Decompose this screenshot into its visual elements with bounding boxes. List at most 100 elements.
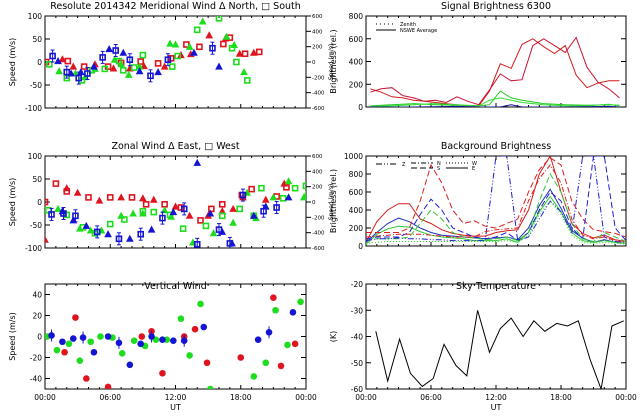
data-point [197,300,204,308]
data-point-triangle [185,42,194,50]
data-point [272,306,279,314]
data-point-triangle [139,209,147,217]
data-point [97,333,104,340]
data-point-square [139,51,147,59]
data-point-triangle [249,48,258,56]
x-tick-label: 18:00 [550,393,572,402]
y2-tick-label: 200 [312,185,323,191]
y-tick-label: 1000 [344,152,363,161]
data-point-square [279,195,287,202]
series-line-S-green [366,172,626,243]
x-tick-label: 06:00 [420,393,442,402]
data-point-square [174,52,181,60]
data-point-square [106,194,114,201]
y2-tick-label: 0 [312,60,316,66]
data-point-square [46,60,53,68]
data-point-square [106,220,114,228]
data-point-square [64,57,72,65]
plot-area [45,16,263,85]
data-point-triangle [55,67,63,75]
y2-tick-label: -200 [312,75,325,81]
y2-tick-label: 400 [312,29,323,35]
chart-title: Background Brightness [441,141,551,152]
data-point-triangle [124,70,133,78]
data-point-triangle [160,62,169,70]
data-point-square [241,50,249,58]
y2-axis-label: Speed (m/s) [328,184,335,220]
data-point [104,383,112,389]
data-point-square [218,212,226,220]
data-point [250,373,258,380]
data-point-square [52,180,60,187]
data-point-triangle [205,31,214,39]
x-tick-label: 00:00 [34,393,56,402]
data-point-triangle [117,193,125,201]
data-point [138,333,146,340]
data-point [200,323,208,331]
chart-meridional: Resolute 2014342 Meridional Wind Δ North… [8,1,335,113]
data-point-triangle [119,48,128,56]
x-tick-label: 00:00 [295,393,317,402]
series-line-E-red [366,156,626,243]
data-point-triangle [154,68,162,76]
y-tick-label: 0 [37,58,42,67]
series-line-N-red [366,164,626,242]
legend: Z NS WE [376,161,477,172]
data-point-triangle [206,209,215,217]
legend-label: Z [402,162,406,168]
y-axis-label: (K) [329,331,338,343]
series-line-sky-temp [375,310,625,389]
data-point-square [168,63,176,70]
x-tick-label: 00:00 [355,393,377,402]
plot-area [370,36,620,107]
data-point [130,337,138,345]
y2-tick-label: -600 [312,246,325,252]
y2-tick-label: 200 [312,45,323,51]
data-point-square [142,201,150,208]
y-tick-label: 0 [37,198,42,207]
x-tick-label: 06:00 [99,393,121,402]
data-point-triangle [171,40,180,48]
data-point-square [255,48,263,56]
data-point-triangle [77,68,85,76]
data-point-square [128,194,136,201]
data-point-triangle [81,73,90,81]
y-tick-label: 800 [349,170,364,179]
y-tick-label: 600 [349,188,364,197]
plot-frame [365,283,627,390]
data-point-square [45,198,49,206]
chart-title: Zonal Wind Δ East, □ West [111,141,239,152]
data-point [87,338,94,346]
data-point [237,354,245,361]
plot-area [45,294,304,389]
data-point-triangle [129,209,137,217]
data-point-triangle [198,17,207,25]
y-tick-label: 200 [349,224,364,233]
data-point [186,352,193,359]
chart-zonal: Zonal Wind Δ East, □ West 100 50 0 -50 -100 Sp… [8,141,335,253]
data-point-triangle [58,55,67,63]
y-tick-label: 200 [349,80,364,89]
y-tick-label: -50 [351,359,363,368]
x-tick-label: 18:00 [230,393,252,402]
y2-tick-label: -200 [312,215,325,221]
data-point-triangle [261,195,270,203]
data-point [72,314,79,321]
series-line-green-2 [370,97,620,107]
y-tick-label: 40 [32,291,42,300]
data-point-square [197,217,204,224]
data-point-square [161,201,168,208]
data-point-triangle [117,60,125,68]
data-point-square [208,205,215,213]
data-point-triangle [261,202,270,210]
data-point-square [130,64,138,71]
data-point-triangle [171,202,180,210]
data-point [83,375,90,382]
data-point-triangle [67,69,75,77]
y-tick-label: 0 [37,333,42,342]
x-tick-label: 12:00 [485,393,507,402]
data-point-triangle [167,212,175,220]
